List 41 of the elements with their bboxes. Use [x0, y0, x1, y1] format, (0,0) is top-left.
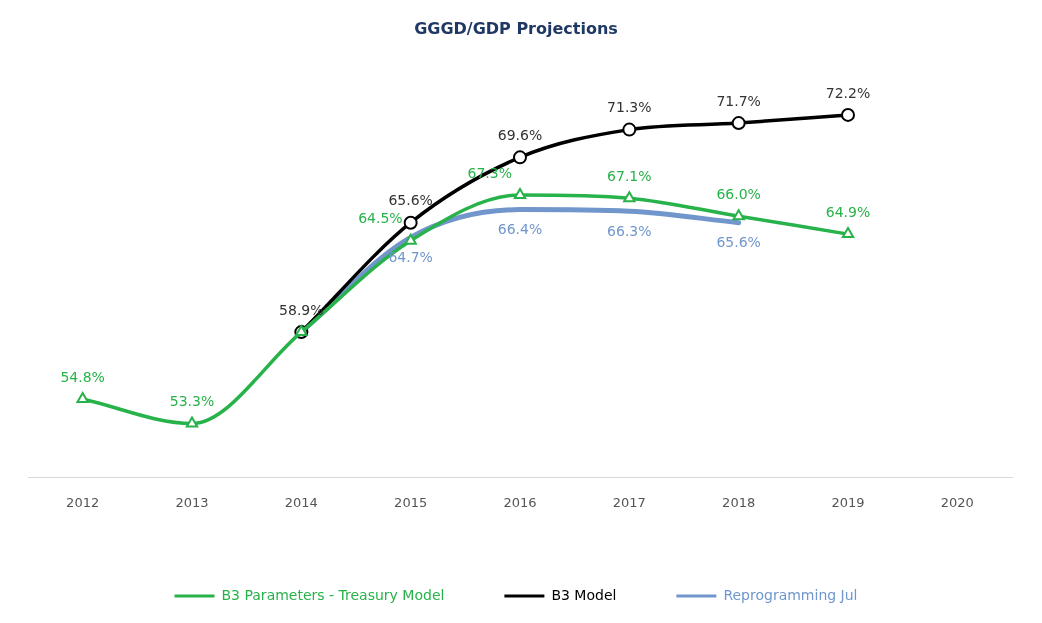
- point: [731, 116, 746, 131]
- point: [623, 191, 636, 203]
- point: [841, 227, 855, 239]
- x-tick-label: 2013: [175, 494, 209, 510]
- data-label: 71.7%: [716, 92, 761, 109]
- data-label: 64.9%: [825, 203, 871, 220]
- point: [185, 416, 199, 428]
- data-label: 65.6%: [388, 192, 433, 209]
- data-label: 66.0%: [716, 185, 761, 202]
- point: [403, 215, 418, 230]
- x-tick-label: 2019: [831, 494, 865, 510]
- data-label: 71.3%: [607, 99, 652, 116]
- chart-title: GGGD/GDP Projections: [414, 18, 618, 38]
- data-label: 66.4%: [497, 221, 543, 238]
- x-tick-label: 2012: [66, 494, 100, 510]
- point: [732, 209, 745, 221]
- data-label: 67.1%: [607, 167, 652, 184]
- legend-label: B3 Model: [551, 586, 617, 603]
- x-tick-label: 2020: [940, 494, 974, 510]
- point: [841, 107, 855, 122]
- point: [513, 187, 527, 199]
- data-label: 72.2%: [825, 84, 871, 101]
- point: [513, 150, 527, 165]
- data-label: 64.5%: [358, 210, 403, 227]
- data-label: 64.7%: [388, 249, 433, 266]
- x-tick-label: 2016: [503, 494, 537, 510]
- point: [622, 122, 637, 137]
- point: [404, 233, 417, 245]
- x-tick-label: 2014: [284, 494, 318, 510]
- x-tick-label: 2018: [722, 494, 756, 510]
- data-label: 66.3%: [607, 222, 652, 239]
- legend-label: Reprogramming Jul: [723, 586, 858, 603]
- data-label: 69.6%: [497, 127, 543, 144]
- data-label: 65.6%: [716, 234, 761, 251]
- x-tick-label: 2015: [394, 494, 428, 510]
- data-label: 53.3%: [169, 393, 215, 410]
- x-tick-label: 2017: [612, 494, 646, 510]
- data-label: 54.8%: [60, 368, 105, 385]
- legend-label: B3 Parameters - Treasury Model: [221, 586, 445, 603]
- data-label: 58.9%: [279, 301, 324, 318]
- point: [76, 392, 89, 404]
